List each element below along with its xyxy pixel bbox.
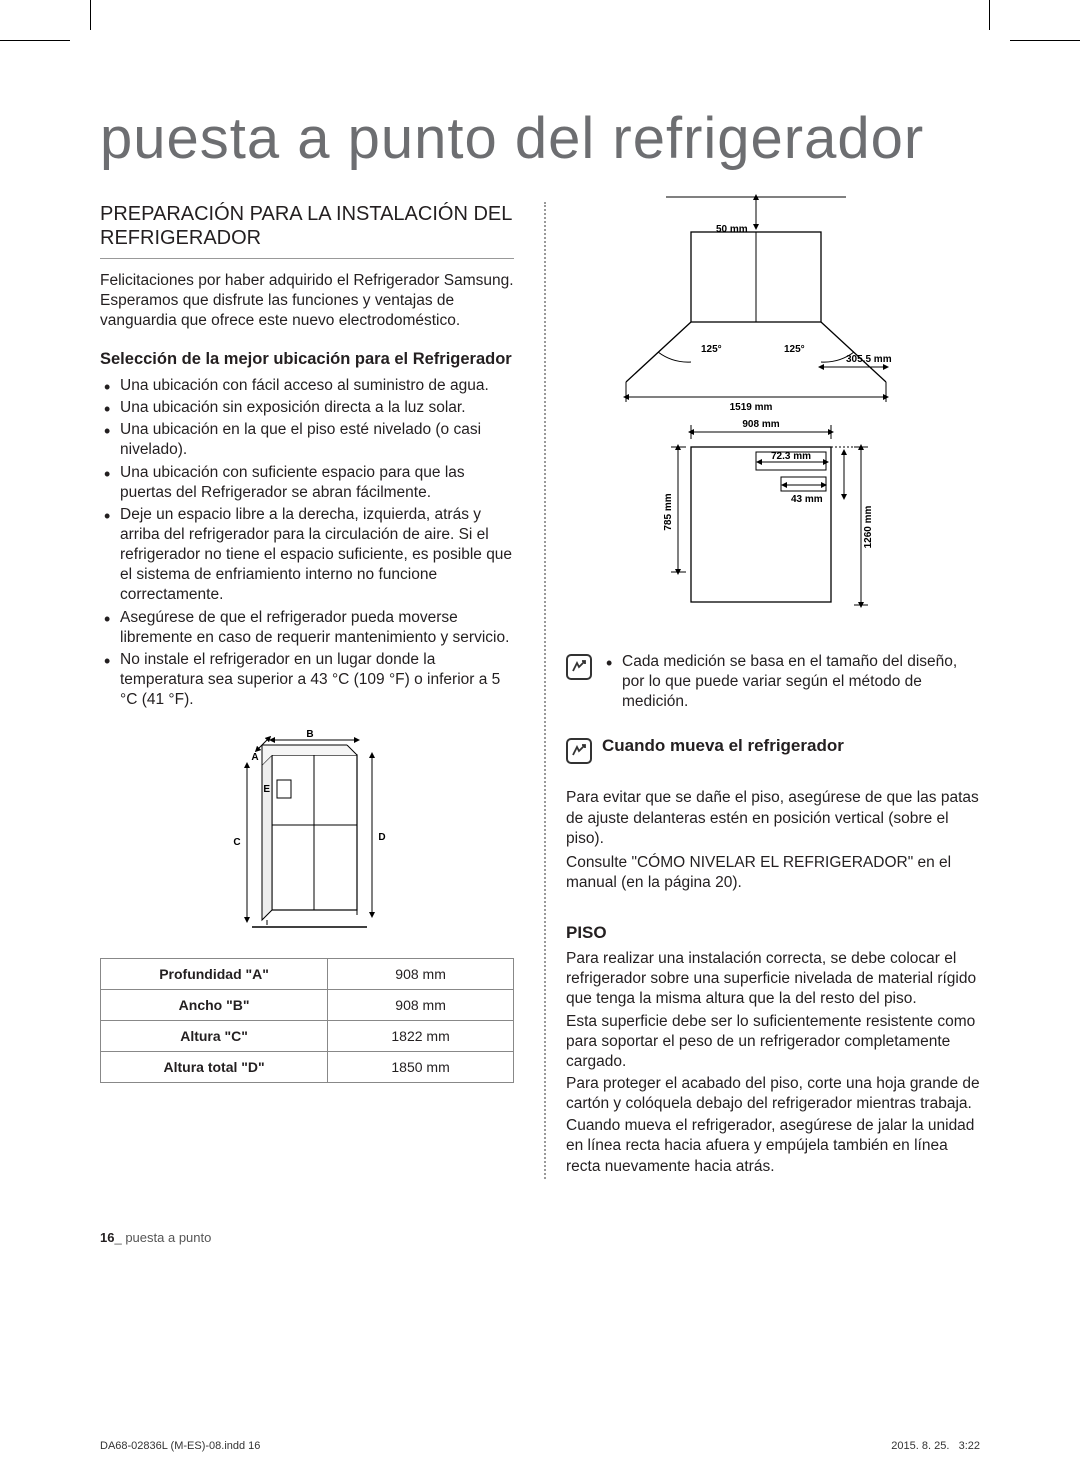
paragraph: Para realizar una instalación correcta, …	[566, 949, 980, 1009]
paragraph: Cuando mueva el refrigerador, asegúrese …	[566, 1116, 980, 1176]
page-number: 16_ puesta a punto	[100, 1230, 211, 1245]
paragraph: Para evitar que se dañe el piso, asegúre…	[566, 788, 980, 848]
dim-label: 43 mm	[791, 494, 823, 505]
label-b: B	[306, 730, 313, 740]
print-date: 2015. 8. 25.	[891, 1440, 949, 1452]
plan-view-diagram: 908 mm 72.3 mm 43 mm 785 mm	[566, 417, 946, 617]
note-text: Cada medición se basa en el tamaño del d…	[602, 652, 980, 712]
sub-heading: PISO	[566, 923, 980, 943]
page-title: puesta a punto del refrigerador	[100, 105, 980, 172]
divider	[100, 258, 514, 259]
list-item: Deje un espacio libre a la derecha, izqu…	[100, 505, 514, 606]
table-row: Altura "C"1822 mm	[101, 1021, 514, 1052]
label-d: D	[378, 832, 385, 843]
section-heading: PREPARACIÓN PARA LA INSTALACIÓN DEL REFR…	[100, 202, 514, 250]
table-row: Profundidad "A"908 mm	[101, 959, 514, 990]
table-cell: 1822 mm	[328, 1021, 514, 1052]
dim-label: 908 mm	[742, 419, 779, 430]
table-cell: Altura total "D"	[101, 1052, 328, 1083]
note-icon	[566, 738, 592, 764]
dim-label: 785 mm	[663, 493, 674, 530]
dim-label: 125°	[701, 344, 722, 355]
table-cell: Altura "C"	[101, 1021, 328, 1052]
print-time: 3:22	[959, 1440, 980, 1452]
page-label: puesta a punto	[125, 1230, 211, 1245]
paragraph: Consulte "CÓMO NIVELAR EL REFRIGERADOR" …	[566, 853, 980, 893]
label-e: E	[263, 784, 270, 795]
dimensions-table: Profundidad "A"908 mm Ancho "B"908 mm Al…	[100, 958, 514, 1083]
dim-label: 305.5 mm	[846, 354, 892, 365]
label-c: C	[233, 837, 240, 848]
list-item: Una ubicación en la que el piso esté niv…	[100, 420, 514, 460]
page-num: 16	[100, 1230, 114, 1245]
table-cell: 908 mm	[328, 990, 514, 1021]
paragraph: Esta superficie debe ser lo suficienteme…	[566, 1012, 980, 1072]
crop-mark	[989, 0, 990, 30]
note-icon	[566, 654, 592, 680]
crop-mark	[0, 40, 70, 41]
page-content: puesta a punto del refrigerador PREPARAC…	[100, 50, 980, 1422]
table-cell: 908 mm	[328, 959, 514, 990]
list-item: Una ubicación con fácil acceso al sumini…	[100, 376, 514, 396]
label-a: A	[251, 752, 258, 763]
paragraph: Para proteger el acabado del piso, corte…	[566, 1074, 980, 1114]
bullet-list: Una ubicación con fácil acceso al sumini…	[100, 376, 514, 710]
table-row: Altura total "D"1850 mm	[101, 1052, 514, 1083]
crop-mark	[90, 0, 91, 30]
door-swing-diagram: 50 mm 125° 125° 305.5 mm	[566, 192, 946, 412]
right-column: 50 mm 125° 125° 305.5 mm	[544, 202, 980, 1179]
table-cell: 1850 mm	[328, 1052, 514, 1083]
left-column: PREPARACIÓN PARA LA INSTALACIÓN DEL REFR…	[100, 202, 524, 1179]
dim-label: 1260 mm	[863, 505, 874, 548]
list-item: Una ubicación sin exposición directa a l…	[100, 398, 514, 418]
file-name: DA68-02836L (M-ES)-08.indd 16	[100, 1440, 260, 1452]
dim-label: 125°	[784, 344, 805, 355]
table-cell: Ancho "B"	[101, 990, 328, 1021]
note-box: Cada medición se basa en el tamaño del d…	[566, 652, 980, 714]
list-item: Asegúrese de que el refrigerador pueda m…	[100, 608, 514, 648]
dim-label: 1519 mm	[730, 402, 773, 412]
print-footer: DA68-02836L (M-ES)-08.indd 16 2015. 8. 2…	[100, 1440, 980, 1452]
fridge-front-diagram: B A E C D	[207, 730, 407, 940]
crop-mark	[1010, 40, 1080, 41]
note-box: Cuando mueva el refrigerador	[566, 736, 980, 766]
sub-heading: Cuando mueva el refrigerador	[602, 736, 844, 756]
table-row: Ancho "B"908 mm	[101, 990, 514, 1021]
page-sep: _	[114, 1230, 121, 1245]
table-cell: Profundidad "A"	[101, 959, 328, 990]
sub-heading: Selección de la mejor ubicación para el …	[100, 349, 514, 370]
list-item: No instale el refrigerador en un lugar d…	[100, 650, 514, 710]
dim-label: 72.3 mm	[771, 451, 811, 462]
intro-paragraph: Felicitaciones por haber adquirido el Re…	[100, 271, 514, 331]
list-item: Una ubicación con suficiente espacio par…	[100, 463, 514, 503]
